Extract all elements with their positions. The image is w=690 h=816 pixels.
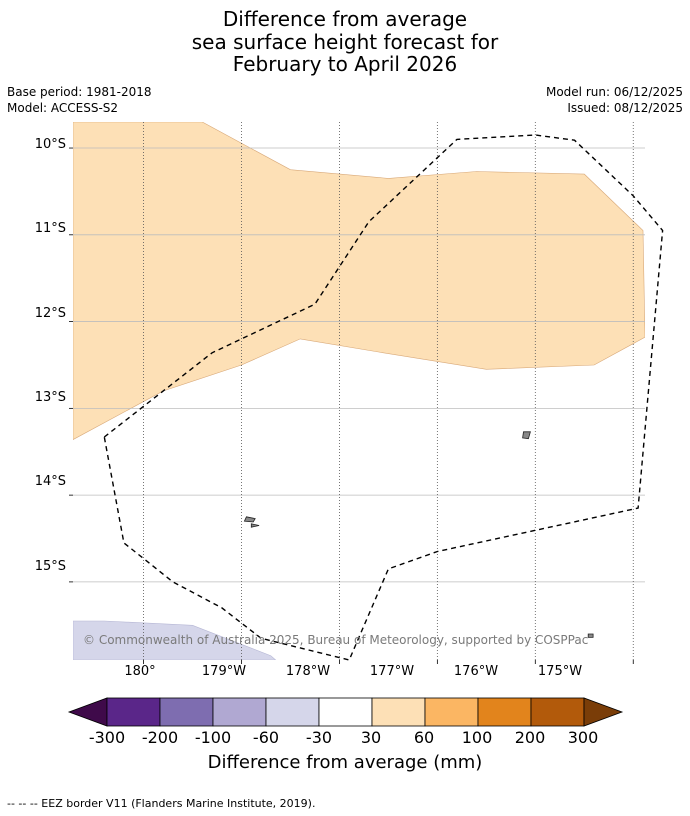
colorbar-segment (159, 697, 214, 727)
colorbar (67, 697, 624, 727)
colorbar-tick-minus200: -200 (141, 728, 179, 747)
colorbar-extend-low (67, 697, 108, 727)
island (522, 431, 531, 440)
positive-anomaly-area (73, 122, 645, 440)
colorbar-segment (265, 697, 320, 727)
copyright-notice: © Commonwealth of Australia 2025, Bureau… (83, 633, 589, 647)
run-info-left: Base period: 1981-2018 Model: ACCESS-S2 (7, 84, 152, 116)
lat-label-13s: 13°S (34, 390, 66, 405)
colorbar-tick-60: 60 (413, 728, 435, 747)
lat-label-14s: 14°S (34, 474, 66, 489)
lat-label-12s: 12°S (34, 306, 66, 321)
lon-label-177w: 177°W (369, 664, 415, 679)
colorbar-label: Difference from average (mm) (207, 752, 483, 773)
colorbar-tick-minus60: -60 (252, 728, 280, 747)
run-info-right: Model run: 06/12/2025 Issued: 08/12/2025 (546, 84, 683, 116)
colorbar-tick-30: 30 (360, 728, 382, 747)
title-line-3: February to April 2026 (232, 52, 458, 76)
lon-label-179w: 179°W (201, 664, 247, 679)
model-name: Model: ACCESS-S2 (7, 101, 119, 115)
lon-label-176w: 176°W (453, 664, 499, 679)
lat-label-15s: 15°S (34, 559, 66, 574)
colorbar-tick-200: 200 (514, 728, 546, 747)
model-run: Model run: 06/12/2025 (545, 85, 683, 99)
lat-label-11s: 11°S (34, 221, 66, 236)
colorbar-tick-300: 300 (567, 728, 599, 747)
lon-label-175w: 175°W (537, 664, 583, 679)
colorbar-segment (424, 697, 479, 727)
lon-label-180: 180° (124, 664, 156, 679)
eez-footnote: -- -- -- EEZ border V11 (Flanders Marine… (7, 797, 316, 810)
colorbar-tick-minus300: -300 (88, 728, 126, 747)
title-line-1: Difference from average (222, 7, 468, 31)
lon-label-178w: 178°W (285, 664, 331, 679)
island (587, 633, 594, 638)
colorbar-segment (530, 697, 585, 727)
title-line-2: sea surface height forecast for (191, 29, 499, 54)
island (243, 516, 256, 523)
colorbar-extend-high (583, 697, 624, 727)
map-area (69, 122, 664, 664)
island (250, 523, 260, 528)
issued-date: Issued: 08/12/2025 (567, 101, 683, 115)
colorbar-segment (477, 697, 532, 727)
colorbar-segment (318, 697, 373, 727)
negative-anomaly-area (73, 620, 277, 660)
chart-title: Difference from average sea surface heig… (0, 8, 690, 76)
colorbar-segment (106, 697, 161, 727)
colorbar-segment (371, 697, 426, 727)
colorbar-segment (212, 697, 267, 727)
colorbar-tick-100: 100 (461, 728, 493, 747)
lat-label-10s: 10°S (34, 137, 66, 152)
base-period: Base period: 1981-2018 (7, 85, 152, 99)
eez-border (103, 134, 664, 661)
colorbar-tick-minus30: -30 (305, 728, 333, 747)
colorbar-tick-minus100: -100 (194, 728, 232, 747)
